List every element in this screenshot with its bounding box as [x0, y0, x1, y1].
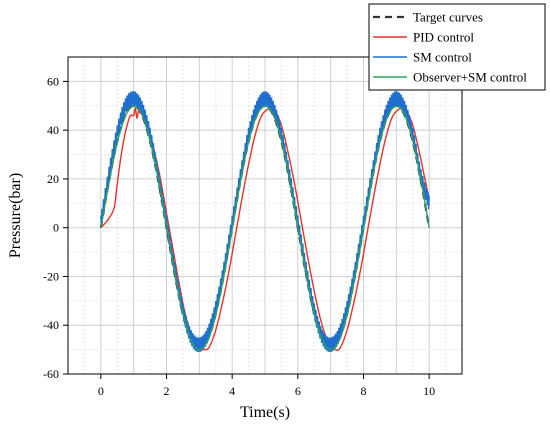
series-line-1 [100, 107, 430, 351]
y-tick-label: -40 [43, 318, 59, 332]
legend-box [368, 3, 546, 91]
y-tick-label: 0 [53, 221, 59, 235]
legend-label-3: Observer+SM control [413, 70, 527, 85]
x-tick-label: 0 [98, 384, 104, 398]
x-axis-title: Time(s) [240, 404, 290, 421]
legend-label-0: Target curves [413, 10, 483, 25]
y-axis-title: Pressure(bar) [7, 173, 24, 258]
plot-frame [67, 56, 463, 375]
legend: Target curves PID control SM control Observ… [368, 3, 546, 91]
y-tick-label: -20 [43, 269, 59, 283]
x-tick-label: 8 [361, 384, 367, 398]
x-tick-label: 2 [164, 384, 170, 398]
y-tick-label: 40 [47, 123, 59, 137]
axis-ticks: 0 2 4 6 8 10 -60 -40 -20 0 20 40 60 [43, 74, 435, 398]
y-tick-label: -60 [43, 367, 59, 381]
y-tick-label: 20 [47, 172, 59, 186]
y-tick-label: 60 [47, 74, 59, 88]
series-lines [99, 91, 431, 353]
x-tick-label: 4 [229, 384, 235, 398]
x-tick-label: 10 [423, 384, 435, 398]
legend-label-2: SM control [413, 50, 472, 65]
legend-label-1: PID control [413, 30, 474, 45]
x-tick-label: 6 [295, 384, 301, 398]
series-line-3 [100, 105, 430, 351]
